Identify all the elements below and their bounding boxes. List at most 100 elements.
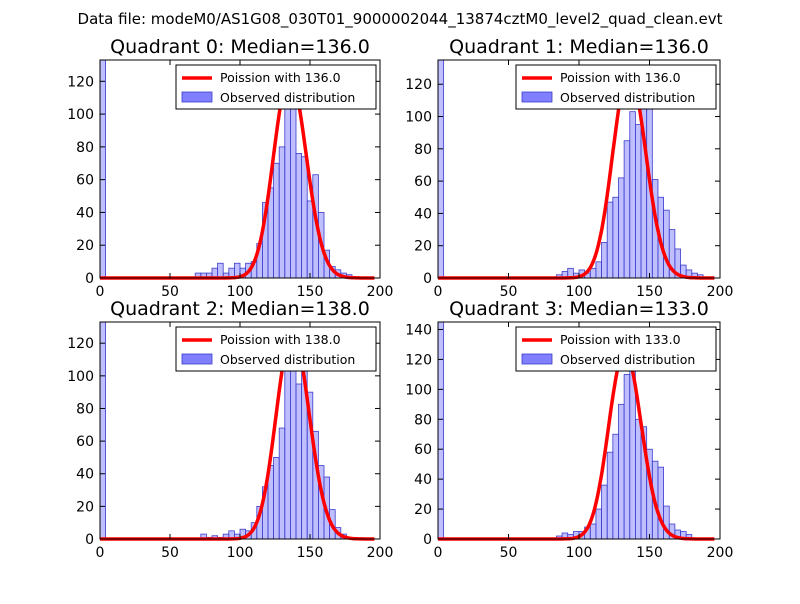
y-tick-label: 80 [414, 142, 432, 158]
histogram-bar [289, 367, 297, 540]
x-tick-label: 100 [227, 545, 254, 561]
legend-hist-swatch [181, 353, 213, 365]
legend: Poission with 136.0 Observed distribution [175, 64, 377, 110]
quadrant-0-title: Quadrant 0: Median=136.0 [110, 36, 370, 58]
legend: Poission with 136.0 Observed distribution [515, 64, 717, 110]
histogram-bar [217, 262, 224, 279]
y-tick-label: 80 [414, 412, 432, 428]
y-tick-label: 20 [414, 502, 432, 518]
x-tick-label: 150 [636, 545, 663, 561]
y-tick-label: 120 [67, 74, 94, 90]
quadrant-0-chart: Quadrant 0: Median=136.0 0 50 100 150 200 0 20 4… [67, 36, 393, 300]
y-tick-label: 40 [414, 206, 432, 222]
legend-hist-label: Observed distribution [560, 352, 695, 367]
y-tick-label: 120 [67, 336, 94, 352]
y-tick-label: 80 [76, 140, 94, 156]
legend: Poission with 138.0 Observed distribution [175, 326, 377, 372]
histogram-bar [278, 146, 286, 279]
x-tick-label: 50 [161, 545, 179, 561]
histogram-bar [606, 201, 614, 279]
y-tick-label: 120 [405, 77, 432, 93]
y-tick-label: 140 [405, 322, 432, 338]
histogram-bar [612, 433, 619, 540]
y-tick-label: 100 [405, 110, 432, 126]
histogram-bar [623, 373, 631, 540]
y-tick-label: 60 [414, 442, 432, 458]
y-tick-label: 40 [76, 205, 94, 221]
x-tick-label: 0 [96, 545, 105, 561]
quadrant-1-title: Quadrant 1: Median=136.0 [449, 36, 709, 58]
histogram-bar [663, 209, 670, 279]
y-tick-label: 0 [423, 532, 432, 548]
histogram-bar [284, 100, 291, 279]
x-tick-label: 150 [297, 284, 324, 300]
histogram-bar [437, 321, 445, 540]
y-tick-label: 0 [423, 271, 432, 287]
histogram-bar [589, 523, 597, 540]
legend-fit-label: Poission with 133.0 [560, 332, 681, 347]
x-tick-label: 0 [434, 545, 443, 561]
histogram-bar [273, 162, 280, 279]
histogram-bar [612, 196, 619, 279]
quadrant-2-title: Quadrant 2: Median=138.0 [110, 298, 370, 320]
histogram-bar [589, 267, 597, 279]
x-tick-label: 0 [96, 284, 105, 300]
histogram-bar [657, 466, 665, 540]
histogram-bar [306, 200, 314, 279]
x-tick-label: 50 [500, 545, 518, 561]
legend-hist-swatch [181, 91, 213, 103]
histogram-bar [301, 156, 308, 279]
histogram-bar [295, 153, 302, 279]
legend-hist-swatch [521, 353, 553, 365]
legend-hist-swatch [521, 91, 553, 103]
legend-hist-label: Observed distribution [220, 352, 355, 367]
y-tick-label: 60 [414, 174, 432, 190]
y-tick-label: 60 [76, 173, 94, 189]
y-tick-label: 20 [76, 499, 94, 515]
x-tick-label: 150 [297, 545, 324, 561]
histogram-bar [295, 383, 302, 540]
y-tick-label: 20 [76, 238, 94, 254]
y-tick-label: 0 [85, 271, 94, 287]
legend-fit-label: Poission with 136.0 [220, 70, 341, 85]
x-tick-label: 200 [367, 284, 394, 300]
histogram-bar [595, 508, 602, 540]
y-tick-label: 100 [67, 107, 94, 123]
histogram-bar [635, 418, 642, 540]
y-tick-label: 80 [76, 401, 94, 417]
y-tick-label: 40 [414, 472, 432, 488]
x-tick-label: 100 [566, 284, 593, 300]
y-tick-label: 0 [85, 532, 94, 548]
quadrant-1-chart: Quadrant 1: Median=136.0 0 50 100 150 200 0 20 4… [405, 36, 733, 300]
x-tick-label: 50 [500, 284, 518, 300]
histogram-bar [606, 451, 614, 540]
poisson-fit-line [437, 349, 715, 541]
x-tick-label: 100 [566, 545, 593, 561]
histogram-bar [618, 177, 625, 279]
histogram-bar [284, 364, 291, 540]
quadrant-2-chart: Quadrant 2: Median=138.0 0 50 100 150 200 0 20 4… [67, 298, 393, 561]
y-tick-label: 20 [414, 239, 432, 255]
histogram-bar [601, 242, 608, 279]
figure-suptitle: Data file: modeM0/AS1G08_030T01_90000020… [78, 10, 723, 29]
x-tick-label: 0 [434, 284, 443, 300]
legend: Poission with 133.0 Observed distribution [515, 326, 717, 372]
y-tick-label: 60 [76, 434, 94, 450]
histogram-bar [629, 111, 636, 279]
histogram-bar [618, 403, 625, 540]
legend-hist-label: Observed distribution [560, 90, 695, 105]
x-tick-label: 200 [367, 545, 394, 561]
quadrant-3-title: Quadrant 3: Median=133.0 [449, 298, 709, 320]
histogram-bar [595, 261, 602, 279]
y-tick-label: 100 [405, 382, 432, 398]
y-tick-label: 40 [76, 467, 94, 483]
y-tick-label: 100 [67, 369, 94, 385]
legend-fit-label: Poission with 138.0 [220, 332, 341, 347]
x-tick-label: 100 [227, 284, 254, 300]
y-tick-label: 120 [405, 352, 432, 368]
legend-hist-label: Observed distribution [220, 90, 355, 105]
x-tick-label: 150 [636, 284, 663, 300]
x-tick-label: 200 [707, 545, 734, 561]
